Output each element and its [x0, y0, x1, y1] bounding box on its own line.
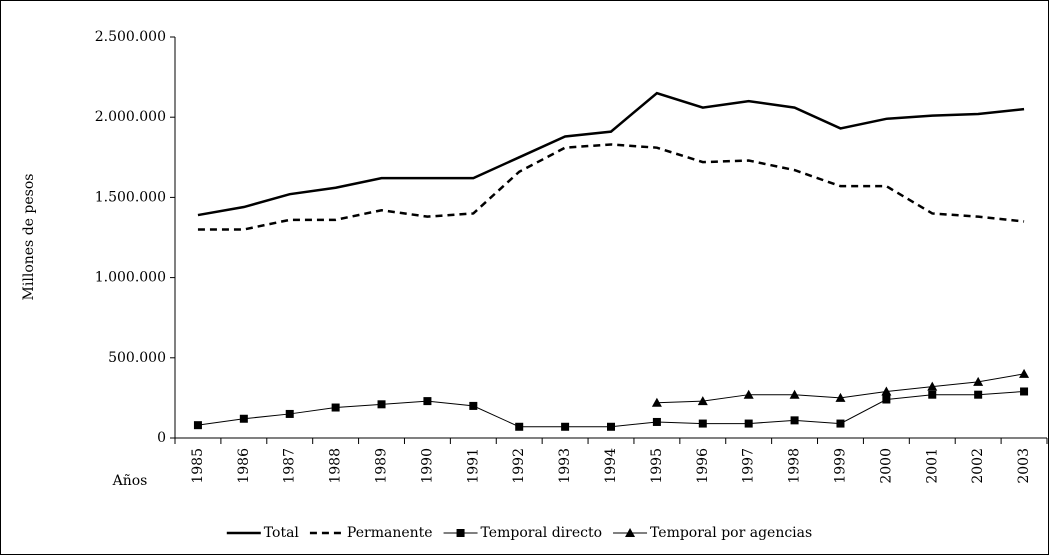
point	[651, 397, 662, 407]
x-tick-label: 1996	[695, 448, 711, 484]
point	[835, 392, 846, 402]
point	[928, 390, 937, 399]
legend-marker	[456, 529, 465, 537]
point	[836, 419, 845, 428]
point	[698, 419, 707, 428]
point	[652, 417, 661, 426]
legend-marker	[625, 528, 636, 537]
x-tick-label: 1992	[511, 448, 527, 484]
x-tick-label: 2001	[924, 448, 940, 484]
point	[743, 389, 754, 399]
x-tick-label: 2003	[1016, 448, 1032, 484]
point	[331, 403, 340, 412]
x-tick-label: 2000	[878, 448, 894, 484]
x-tick-label: 1999	[832, 448, 848, 484]
y-tick-label: 2.000.000	[95, 109, 166, 125]
x-axis-label: Años	[112, 473, 148, 489]
series-line	[197, 91, 1025, 217]
x-tick-label: 1993	[557, 448, 573, 484]
point	[515, 422, 524, 431]
point	[193, 421, 202, 430]
point	[974, 390, 983, 399]
legend-label: Total	[264, 525, 300, 541]
legend-label: Temporal por agencias	[650, 525, 812, 541]
series-line	[197, 143, 1025, 231]
legend-label: Temporal directo	[481, 525, 602, 541]
point	[1019, 368, 1030, 378]
point	[790, 416, 799, 425]
point	[882, 395, 891, 404]
point	[697, 396, 708, 406]
x-tick-label: 1989	[374, 448, 390, 484]
x-tick-label: 1998	[787, 448, 803, 484]
point	[973, 376, 984, 386]
point	[927, 381, 938, 391]
x-tick-label: 1995	[649, 448, 665, 484]
point	[1020, 387, 1029, 396]
x-tick-label: 1991	[465, 448, 481, 484]
y-axis-label: Millones de pesos	[21, 174, 37, 301]
point	[285, 409, 294, 418]
point	[744, 419, 753, 428]
point	[881, 386, 892, 396]
x-tick-label: 1990	[419, 448, 435, 484]
point	[469, 401, 478, 410]
series-line	[197, 390, 1025, 428]
x-tick-label: 1988	[328, 448, 344, 484]
x-tick-label: 1986	[236, 448, 252, 484]
y-tick-label: 500.000	[108, 350, 166, 366]
y-tick-label: 1.000.000	[95, 270, 166, 286]
point	[423, 397, 432, 406]
y-tick-label: 1.500.000	[95, 189, 166, 205]
x-tick-label: 2002	[970, 448, 986, 484]
point	[789, 389, 800, 399]
y-tick-label: 0	[157, 430, 166, 446]
legend-label: Permanente	[347, 525, 433, 541]
y-tick-label: 2.500.000	[95, 29, 166, 45]
x-tick-label: 1985	[190, 448, 206, 484]
x-tick-label: 1994	[603, 448, 619, 484]
point	[561, 422, 570, 431]
x-tick-label: 1997	[741, 448, 757, 484]
point	[239, 414, 248, 423]
point	[607, 422, 615, 431]
x-tick-label: 1987	[282, 448, 298, 484]
point	[377, 400, 386, 409]
